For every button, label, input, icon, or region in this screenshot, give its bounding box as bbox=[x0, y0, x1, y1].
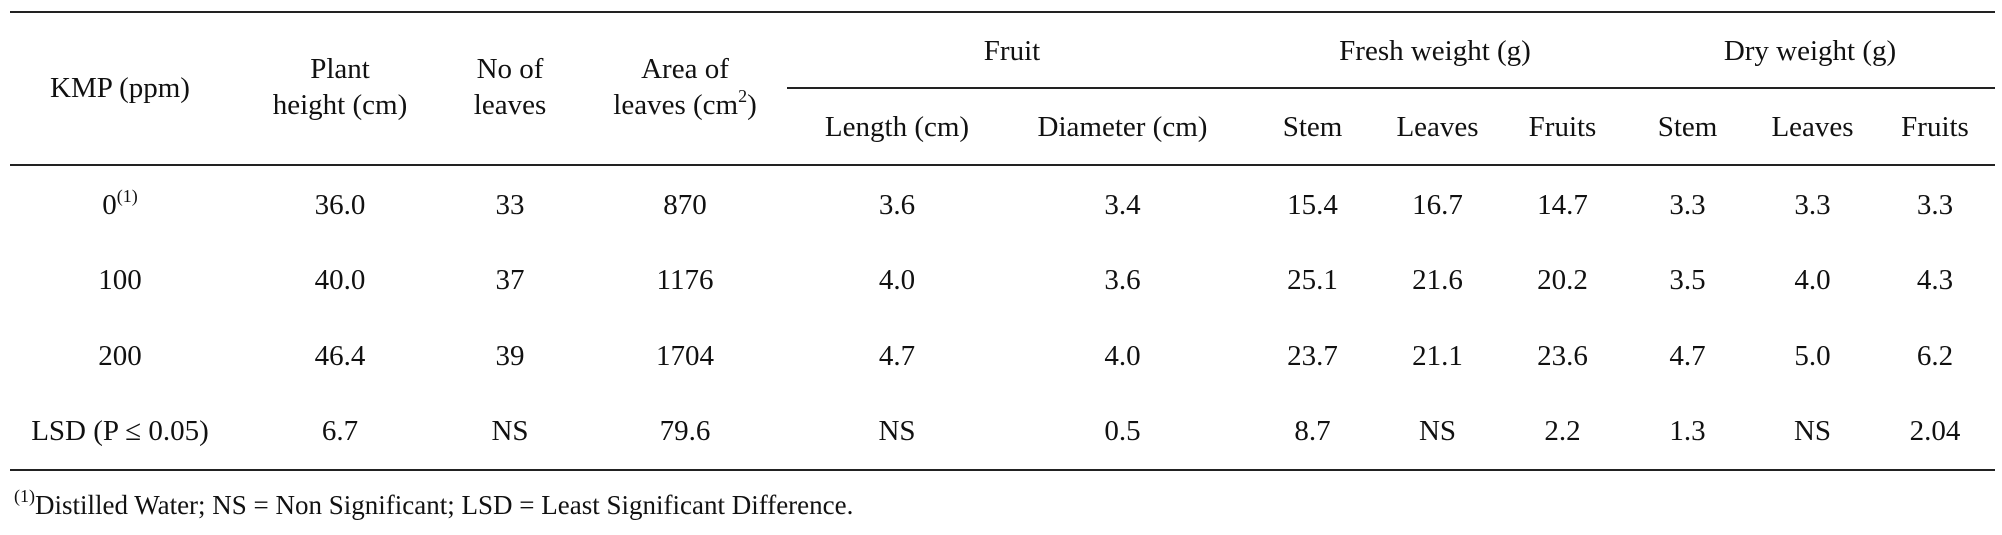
cell-fruit-length: 4.0 bbox=[878, 264, 916, 296]
cell-fruit-length: 3.6 bbox=[878, 189, 916, 221]
group-header-rule bbox=[787, 87, 1995, 89]
cell-fruit-diameter: 3.6 bbox=[1104, 264, 1141, 296]
cell-fruit-length: 4.7 bbox=[878, 340, 916, 372]
header-plant-height: Plant height (cm) bbox=[240, 51, 440, 123]
header-area-line1: Area of bbox=[641, 53, 729, 85]
cell-dry-stem: 3.5 bbox=[1669, 264, 1706, 296]
cell-fresh-fruits: 20.2 bbox=[1537, 264, 1588, 296]
cell-dry-leaves: 4.0 bbox=[1794, 264, 1831, 296]
cell-fresh-fruits: 23.6 bbox=[1537, 340, 1588, 372]
header-plant-height-line1: Plant bbox=[310, 53, 370, 85]
header-fresh-leaves: Leaves bbox=[1396, 111, 1479, 143]
cell-kmp: 0(1) bbox=[10, 187, 230, 223]
header-group-fresh-weight: Fresh weight (g) bbox=[1339, 35, 1531, 67]
cell-kmp: LSD (P ≤ 0.05) bbox=[31, 415, 209, 447]
cell-fruit-diameter: 0.5 bbox=[1104, 415, 1141, 447]
header-area-leaves: Area of leaves (cm2) bbox=[585, 51, 785, 123]
cell-fresh-stem: 25.1 bbox=[1287, 264, 1338, 296]
header-group-dry-weight: Dry weight (g) bbox=[1723, 35, 1897, 67]
header-area-line2: leaves (cm2) bbox=[585, 87, 785, 123]
header-no-leaves: No of leaves bbox=[440, 51, 580, 123]
cell-dry-stem: 3.3 bbox=[1669, 189, 1706, 221]
footnote-text: Distilled Water; NS = Non Significant; L… bbox=[35, 490, 854, 520]
cell-fresh-leaves: 16.7 bbox=[1412, 189, 1463, 221]
cell-kmp: 200 bbox=[98, 340, 142, 372]
header-plant-height-line2: height (cm) bbox=[272, 89, 408, 121]
table-bottom-rule bbox=[10, 469, 1995, 471]
cell-fresh-stem: 23.7 bbox=[1287, 340, 1338, 372]
header-kmp: KMP (ppm) bbox=[50, 72, 190, 104]
cell-dry-fruits: 4.3 bbox=[1916, 264, 1954, 296]
cell-fruit-diameter: 4.0 bbox=[1104, 340, 1141, 372]
cell-fruit-length: NS bbox=[878, 415, 916, 447]
header-fresh-fruits: Fruits bbox=[1528, 111, 1597, 143]
cell-plant-height: 46.4 bbox=[314, 340, 366, 372]
cell-fresh-stem: 15.4 bbox=[1287, 189, 1338, 221]
cell-dry-fruits: 6.2 bbox=[1916, 340, 1954, 372]
cell-fresh-stem: 8.7 bbox=[1294, 415, 1331, 447]
cell-dry-leaves: NS bbox=[1793, 415, 1832, 447]
cell-fruit-diameter: 3.4 bbox=[1104, 189, 1141, 221]
cell-fresh-leaves: NS bbox=[1418, 415, 1457, 447]
header-no-leaves-line2: leaves bbox=[473, 89, 547, 121]
cell-area: 1176 bbox=[656, 264, 714, 296]
header-no-leaves-line1: No of bbox=[476, 53, 544, 85]
header-dry-stem: Stem bbox=[1657, 111, 1718, 143]
header-dry-leaves: Leaves bbox=[1771, 111, 1854, 143]
cell-fresh-fruits: 2.2 bbox=[1544, 415, 1581, 447]
header-fresh-stem: Stem bbox=[1282, 111, 1343, 143]
cell-no-leaves: NS bbox=[491, 415, 529, 447]
cell-dry-fruits: 3.3 bbox=[1916, 189, 1954, 221]
table-top-rule bbox=[10, 11, 1995, 13]
header-area-superscript: 2 bbox=[738, 86, 748, 106]
cell-no-leaves: 39 bbox=[495, 340, 525, 372]
cell-dry-stem: 4.7 bbox=[1669, 340, 1706, 372]
cell-dry-leaves: 3.3 bbox=[1794, 189, 1831, 221]
footnote-superscript: (1) bbox=[14, 486, 35, 506]
cell-fresh-leaves: 21.1 bbox=[1412, 340, 1463, 372]
cell-fresh-leaves: 21.6 bbox=[1412, 264, 1463, 296]
table-footnote: (1)Distilled Water; NS = Non Significant… bbox=[14, 487, 853, 523]
cell-area: 870 bbox=[663, 189, 707, 221]
cell-kmp: 100 bbox=[98, 264, 142, 296]
cell-fresh-fruits: 14.7 bbox=[1537, 189, 1588, 221]
header-area-close: ) bbox=[747, 89, 757, 121]
cell-dry-stem: 1.3 bbox=[1669, 415, 1706, 447]
header-fruit-length: Length (cm) bbox=[824, 111, 970, 143]
cell-plant-height: 6.7 bbox=[321, 415, 359, 447]
header-area-text: leaves (cm bbox=[613, 89, 739, 121]
header-dry-fruits: Fruits bbox=[1901, 111, 1969, 143]
header-bottom-rule bbox=[10, 164, 1995, 166]
cell-no-leaves: 33 bbox=[495, 189, 525, 221]
header-fruit-diameter: Diameter (cm) bbox=[1037, 111, 1208, 143]
cell-no-leaves: 37 bbox=[495, 264, 525, 296]
cell-area: 1704 bbox=[656, 340, 714, 372]
cell-dry-fruits: 2.04 bbox=[1909, 415, 1961, 447]
cell-plant-height: 36.0 bbox=[314, 189, 366, 221]
cell-kmp-superscript: (1) bbox=[116, 186, 138, 206]
cell-kmp-value: 0 bbox=[102, 189, 117, 221]
cell-dry-leaves: 5.0 bbox=[1794, 340, 1831, 372]
cell-plant-height: 40.0 bbox=[314, 264, 366, 296]
header-group-fruit: Fruit bbox=[983, 35, 1041, 67]
cell-area: 79.6 bbox=[659, 415, 711, 447]
